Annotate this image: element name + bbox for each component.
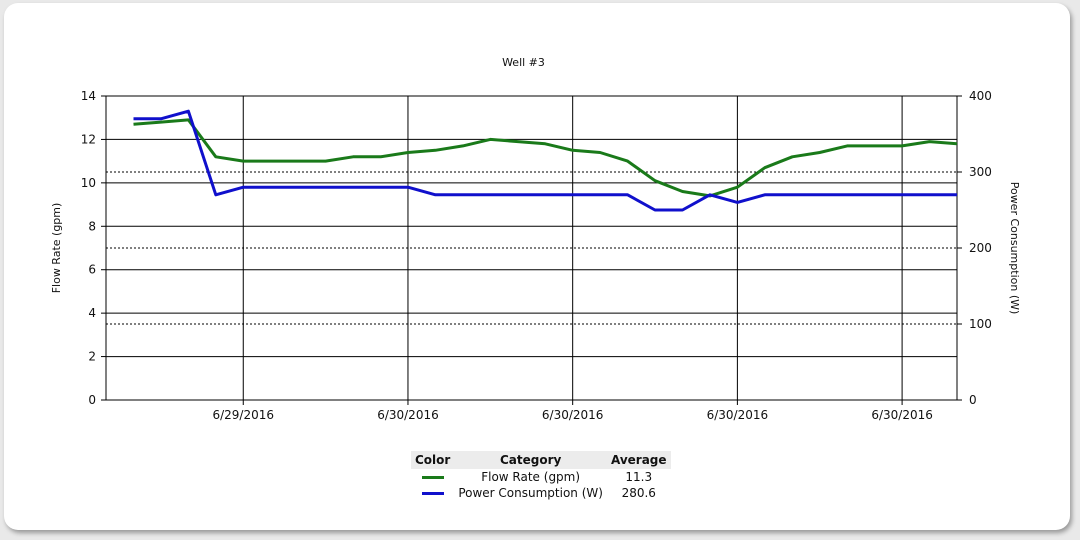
x-tick-label: 6/30/2016 [377, 408, 439, 422]
legend-header-average: Average [606, 451, 671, 469]
y-tick-label: 4 [88, 306, 96, 320]
chart-title: Well #3 [502, 56, 545, 69]
y2-tick-label: 300 [969, 165, 992, 179]
legend-average-flow-rate: 11.3 [625, 470, 653, 484]
series-line-flow-rate [133, 118, 958, 198]
y-tick-label: 8 [88, 219, 96, 233]
y-tick-label: 14 [81, 89, 96, 103]
x-tick-label: 6/29/2016 [212, 408, 274, 422]
series-line-power-consumption [133, 109, 957, 212]
y2-tick-label: 200 [969, 241, 992, 255]
x-tick-label: 6/30/2016 [871, 408, 933, 422]
y-tick-label: 10 [81, 176, 96, 190]
legend-swatch-cell [411, 469, 454, 485]
y-tick-label: 6 [88, 263, 96, 277]
y-tick-label: 0 [88, 393, 96, 407]
y2-tick-label: 0 [969, 393, 977, 407]
y2-tick-label: 100 [969, 317, 992, 331]
y2-tick-label: 400 [969, 89, 992, 103]
legend-category-power: Power Consumption (W) [458, 486, 603, 500]
y-axis-label: Flow Rate (gpm) [50, 203, 63, 294]
y-tick-label: 12 [81, 132, 96, 146]
legend-average-power: 280.6 [621, 486, 656, 500]
legend-swatch-power [421, 492, 444, 495]
line-chart: Well #3 0 2 4 6 8 10 12 14 0 100 200 300 400 6/29/2016… [50, 56, 1021, 422]
y-tick-label: 2 [88, 350, 96, 364]
y2-axis-label: Power Consumption (W) [1008, 182, 1021, 315]
legend-header-color: Color [411, 451, 455, 469]
legend-table: Color Category Average Flow Rate (gpm) 1… [411, 451, 671, 501]
x-tick-label: 6/30/2016 [542, 408, 604, 422]
legend-category-flow-rate: Flow Rate (gpm) [481, 470, 581, 484]
legend-header-row: Color Category Average [411, 451, 671, 469]
legend-header-category: Category [454, 451, 607, 469]
legend-row-power: Power Consumption (W) 280.6 [411, 485, 671, 501]
chart-card: Well #3 0 2 4 6 8 10 12 14 0 100 200 300 400 6/29/2016… [4, 3, 1070, 530]
legend-swatch-cell [411, 485, 454, 501]
x-tick-label: 6/30/2016 [707, 408, 769, 422]
legend-swatch-flow-rate [421, 476, 444, 479]
legend-row-flow-rate: Flow Rate (gpm) 11.3 [411, 469, 671, 485]
